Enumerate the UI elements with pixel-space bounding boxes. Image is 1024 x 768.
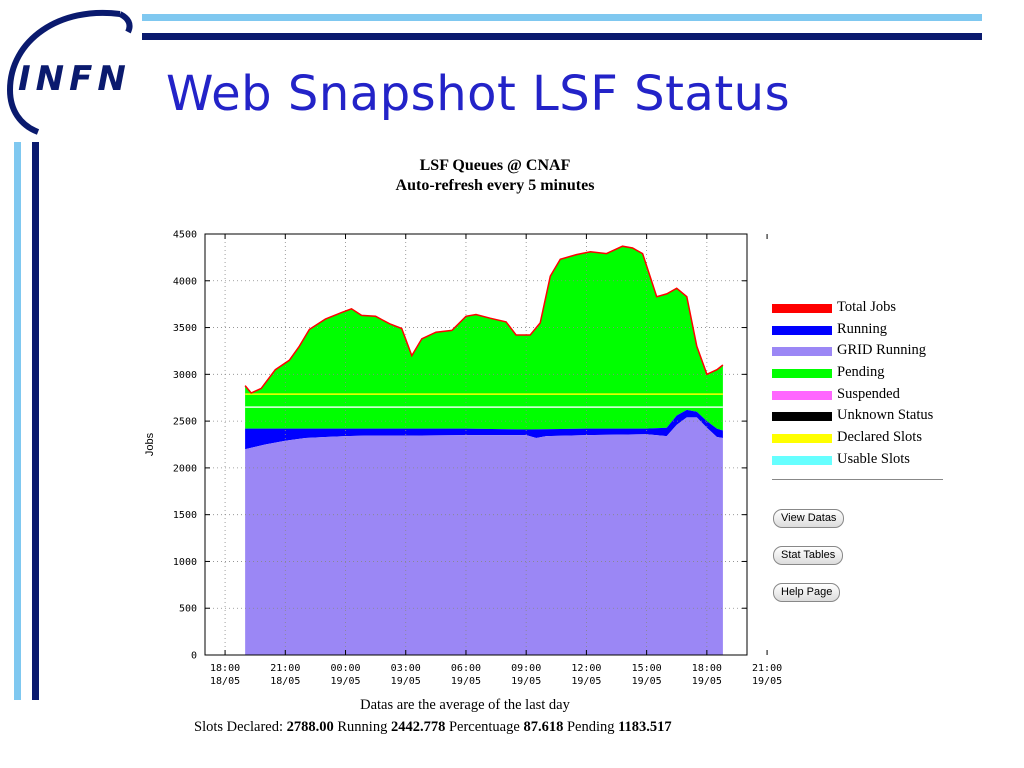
legend-divider xyxy=(772,479,943,480)
legend-swatch xyxy=(772,434,832,444)
help-page-button[interactable]: Help Page xyxy=(773,583,841,602)
y-tick-label: 3500 xyxy=(173,323,197,334)
x-tick-label: 00:00 xyxy=(330,663,360,674)
view-datas-button[interactable]: View Datas xyxy=(773,509,845,528)
y-tick-label: 2500 xyxy=(173,417,197,428)
legend-item: Declared Slots xyxy=(772,428,947,450)
x-tick-date-label: 19/05 xyxy=(330,676,360,687)
y-tick-label: 4000 xyxy=(173,276,197,287)
legend-label: GRID Running xyxy=(837,342,927,359)
legend-swatch xyxy=(772,325,832,335)
x-tick-label: 12:00 xyxy=(571,663,601,674)
legend-label: Declared Slots xyxy=(837,429,922,446)
x-tick-label: 21:00 xyxy=(752,663,782,674)
x-tick-date-label: 18/05 xyxy=(270,676,300,687)
y-tick-label: 4500 xyxy=(173,230,197,241)
legend-item: Usable Slots xyxy=(772,450,947,472)
legend-swatch xyxy=(772,412,832,422)
slots-value: 2788.00 xyxy=(286,719,334,735)
x-tick-date-label: 18/05 xyxy=(210,676,240,687)
legend-swatch xyxy=(772,369,832,379)
pending-area xyxy=(245,246,723,431)
infn-logo: INFN xyxy=(6,9,133,135)
legend-swatch xyxy=(772,455,832,465)
total-jobs-line xyxy=(244,245,724,394)
percentage-label: Percentuage xyxy=(448,719,520,735)
x-tick-date-label: 19/05 xyxy=(632,676,662,687)
y-tick-label: 1000 xyxy=(173,557,197,568)
legend-label: Pending xyxy=(837,364,885,381)
y-tick-label: 0 xyxy=(191,651,197,662)
chart-title-line2: Auto-refresh every 5 minutes xyxy=(395,177,595,194)
y-tick-label: 3000 xyxy=(173,370,197,381)
legend-item: Total Jobs xyxy=(772,298,947,320)
footer-note: Datas are the average of the last day xyxy=(360,697,570,713)
running-label: Running xyxy=(337,719,388,735)
y-tick-label: 1500 xyxy=(173,510,197,521)
pending-label: Pending xyxy=(566,719,615,735)
x-tick-date-label: 19/05 xyxy=(571,676,601,687)
grid-running-area xyxy=(245,417,723,655)
legend-label: Unknown Status xyxy=(837,407,934,424)
top-bar-light xyxy=(142,14,982,21)
y-tick-label: 500 xyxy=(179,604,197,615)
running-value: 2442.778 xyxy=(390,719,446,735)
percentage-value: 87.618 xyxy=(523,719,564,735)
y-axis-label: Jobs xyxy=(144,432,156,456)
x-tick-label: 15:00 xyxy=(632,663,662,674)
x-tick-label: 09:00 xyxy=(511,663,541,674)
legend-item: Running xyxy=(772,320,947,342)
legend-item: Suspended xyxy=(772,385,947,407)
x-tick-label: 03:00 xyxy=(391,663,421,674)
legend-label: Total Jobs xyxy=(837,299,896,315)
x-tick-date-label: 19/05 xyxy=(391,676,421,687)
x-tick-date-label: 19/05 xyxy=(511,676,541,687)
chart-title-line1: LSF Queues @ CNAF xyxy=(419,157,571,174)
legend-swatch xyxy=(772,347,832,357)
x-tick-label: 18:00 xyxy=(210,663,240,674)
legend-item: GRID Running xyxy=(772,341,947,363)
legend-item: Unknown Status xyxy=(772,406,947,428)
legend-label: Usable Slots xyxy=(837,450,910,467)
legend-item: Pending xyxy=(772,363,947,385)
x-tick-label: 18:00 xyxy=(692,663,722,674)
legend-swatch xyxy=(772,304,832,313)
x-tick-date-label: 19/05 xyxy=(752,676,782,687)
x-tick-date-label: 19/05 xyxy=(451,676,481,687)
legend-label: Running xyxy=(837,320,887,337)
pending-value: 1183.517 xyxy=(618,719,672,735)
left-bar-dark xyxy=(32,142,39,700)
x-tick-label: 06:00 xyxy=(451,663,481,674)
legend-swatch xyxy=(772,390,832,400)
slots-label: Slots Declared: xyxy=(194,719,283,735)
logo-text: INFN xyxy=(18,59,131,99)
x-tick-label: 21:00 xyxy=(270,663,300,674)
slide-title: Web Snapshot LSF Status xyxy=(166,66,791,122)
footer-stats: Slots Declared: 2788.00 Running 2442.778… xyxy=(194,719,672,736)
plot-frame xyxy=(204,233,748,656)
y-tick-label: 2000 xyxy=(173,463,197,474)
chart-title: LSF Queues @ CNAF Auto-refresh every 5 m… xyxy=(195,156,795,196)
x-tick-date-label: 19/05 xyxy=(692,676,722,687)
left-bar-light xyxy=(14,142,21,700)
running-area xyxy=(245,409,723,450)
top-bar-dark xyxy=(142,33,982,40)
stat-tables-button[interactable]: Stat Tables xyxy=(773,546,844,565)
legend-label: Suspended xyxy=(837,385,900,402)
chart-legend: Total Jobs Running GRID Running Pending Susp… xyxy=(772,298,947,472)
